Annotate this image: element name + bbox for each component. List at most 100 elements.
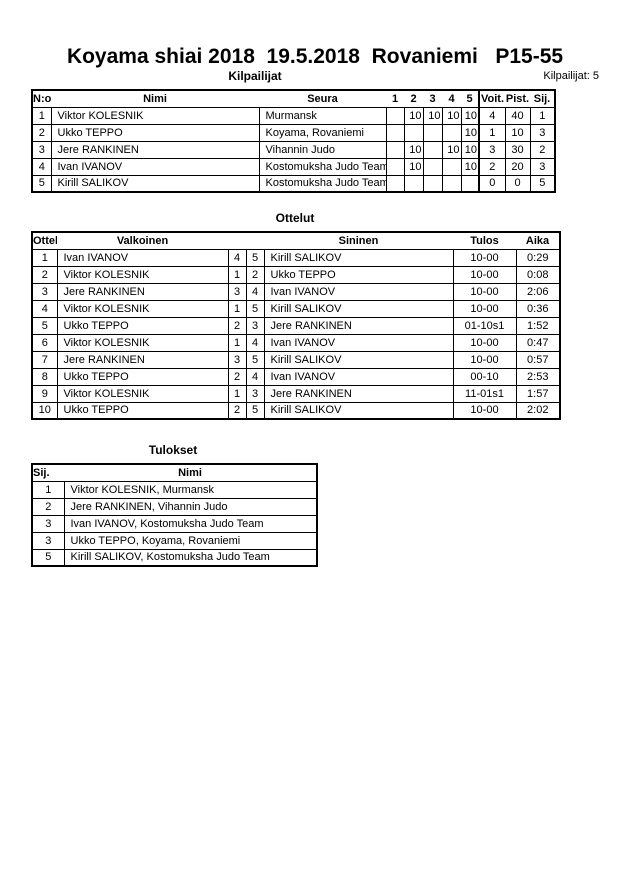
table-row: 10 Ukko TEPPO 2 5 Kirill SALIKOV 10-00 2:02 — [31, 401, 561, 420]
column-header: Valkoinen — [116, 234, 169, 247]
table-row: 1 Viktor KOLESNIK Murmansk 10 10 10 10 4 40 1 — [31, 106, 556, 125]
table-cell: Viktor KOLESNIK, Murmansk — [63, 480, 318, 499]
header-row: Ottelu Valkoinen Sininen Tulos Aika — [32, 232, 560, 249]
table-cell — [422, 140, 443, 159]
table-cell: Jere RANKINEN — [56, 350, 229, 369]
table-cell: 1 — [478, 123, 506, 142]
table-cell: 3 — [31, 282, 58, 301]
table-cell: 1 — [31, 248, 58, 267]
table-row: 2 Jere RANKINEN, Vihannin Judo — [31, 497, 318, 516]
table-row: 7 Jere RANKINEN 3 5 Kirill SALIKOV 10-00 0:57 — [31, 350, 561, 369]
table-cell: Kostomuksha Judo Team — [258, 157, 387, 176]
table-row: 9 Viktor KOLESNIK 1 3 Jere RANKINEN 11-01s1 1:… — [31, 384, 561, 403]
table-cell: 3 — [529, 123, 556, 142]
table-cell: 10-00 — [452, 265, 517, 284]
table-cell: Kirill SALIKOV — [50, 174, 260, 193]
table-cell: 6 — [31, 333, 58, 352]
table-cell: 3 — [245, 384, 265, 403]
competitor-count: Kilpailijat: 5 — [543, 70, 599, 82]
table-row: 2 Viktor KOLESNIK 1 2 Ukko TEPPO 10-00 0:08 — [31, 265, 561, 284]
table-cell: 10 — [441, 140, 462, 159]
table-cell: 40 — [504, 106, 531, 125]
table-cell: Vihannin Judo — [258, 140, 387, 159]
column-header: 4 — [448, 92, 455, 105]
table-row: 5 Kirill SALIKOV Kostomuksha Judo Team 0 0 5 — [31, 174, 556, 193]
table-cell: 0 — [504, 174, 531, 193]
table-cell: 4 — [245, 333, 265, 352]
table-cell: 4 — [31, 299, 58, 318]
table-cell: Kirill SALIKOV — [263, 401, 454, 420]
table-cell — [385, 157, 405, 176]
table-cell: Kirill SALIKOV — [263, 350, 454, 369]
column-header — [246, 232, 264, 249]
table-cell — [460, 174, 480, 193]
table-row: 3 Ukko TEPPO, Koyama, Rovaniemi — [31, 531, 318, 550]
competitors-heading: Kilpailijat — [228, 69, 282, 83]
table-cell: 1 — [227, 333, 247, 352]
table-cell: 1 — [227, 299, 247, 318]
table-cell: 2:06 — [515, 282, 561, 301]
table-cell: 1 — [227, 265, 247, 284]
table-cell: 1 — [227, 384, 247, 403]
table-cell: Ukko TEPPO — [56, 367, 229, 386]
column-header: Sij. — [533, 92, 551, 105]
table-cell: 0:57 — [515, 350, 561, 369]
column-header: Sininen — [338, 234, 379, 247]
column-header: Aika — [525, 234, 550, 247]
table-cell — [422, 123, 443, 142]
table-cell: 10 — [403, 157, 424, 176]
table-row: 2 Ukko TEPPO Koyama, Rovaniemi 10 1 10 3 — [31, 123, 556, 142]
competitors-table: N:o Nimi Seura 1 2 3 4 5 Voit. Pist. Sij. 1 Viktor K… — [31, 89, 556, 193]
table-cell: Viktor KOLESNIK — [56, 384, 229, 403]
table-cell: Ivan IVANOV — [50, 157, 260, 176]
table-cell — [441, 123, 462, 142]
table-row: 5 Ukko TEPPO 2 3 Jere RANKINEN 01-10s1 1:52 — [31, 316, 561, 335]
table-cell — [422, 157, 443, 176]
table-cell: 5 — [245, 350, 265, 369]
column-header: N:o — [33, 92, 51, 105]
table-cell — [441, 174, 462, 193]
table-cell: 9 — [31, 384, 58, 403]
table-cell: Viktor KOLESNIK — [56, 299, 229, 318]
table-cell: 10 — [460, 157, 480, 176]
table-cell: 10 — [403, 106, 424, 125]
table-cell: 3 — [227, 282, 247, 301]
column-header: Ottelu — [33, 234, 57, 247]
table-cell: 10 — [31, 401, 58, 420]
table-cell: 5 — [529, 174, 556, 193]
table-cell: 10 — [504, 123, 531, 142]
table-cell: 5 — [245, 401, 265, 420]
table-cell: 2 — [31, 123, 52, 142]
table-cell: 11-01s1 — [452, 384, 517, 403]
table-cell: 2 — [227, 401, 247, 420]
page-title: Koyama shiai 2018 19.5.2018 Rovaniemi P1… — [66, 45, 564, 68]
table-cell: Viktor KOLESNIK — [56, 265, 229, 284]
table-cell: 2 — [227, 367, 247, 386]
table-cell: Ivan IVANOV — [263, 333, 454, 352]
table-row: 6 Viktor KOLESNIK 1 4 Ivan IVANOV 10-00 0:47 — [31, 333, 561, 352]
table-cell: 10-00 — [452, 299, 517, 318]
header-row: Sij. Nimi — [32, 464, 317, 481]
column-header: 2 — [410, 92, 417, 105]
column-header: 3 — [429, 92, 436, 105]
column-header: Seura — [307, 92, 338, 105]
table-cell: 0:36 — [515, 299, 561, 318]
column-header: Voit. — [478, 90, 505, 107]
table-cell: 0 — [478, 174, 506, 193]
table-cell: Ukko TEPPO — [263, 265, 454, 284]
table-row: 4 Viktor KOLESNIK 1 5 Kirill SALIKOV 10-00 0:3… — [31, 299, 561, 318]
table-cell: 1 — [31, 106, 52, 125]
table-row: 8 Ukko TEPPO 2 4 Ivan IVANOV 00-10 2:53 — [31, 367, 561, 386]
table-row: 3 Ivan IVANOV, Kostomuksha Judo Team — [31, 514, 318, 533]
table-cell: Ivan IVANOV — [56, 248, 229, 267]
table-cell: 2:53 — [515, 367, 561, 386]
header-row: N:o Nimi Seura 1 2 3 4 5 Voit. Pist. Sij. — [32, 90, 555, 107]
table-cell: Ukko TEPPO — [56, 316, 229, 335]
table-cell: Kirill SALIKOV, Kostomuksha Judo Team — [63, 548, 318, 567]
table-row: 1 Viktor KOLESNIK, Murmansk — [31, 480, 318, 499]
table-cell: 4 — [31, 157, 52, 176]
table-cell: 20 — [504, 157, 531, 176]
table-cell: 1:52 — [515, 316, 561, 335]
table-cell: Jere RANKINEN — [50, 140, 260, 159]
table-row: 1 Ivan IVANOV 4 5 Kirill SALIKOV 10-00 0:29 — [31, 248, 561, 267]
